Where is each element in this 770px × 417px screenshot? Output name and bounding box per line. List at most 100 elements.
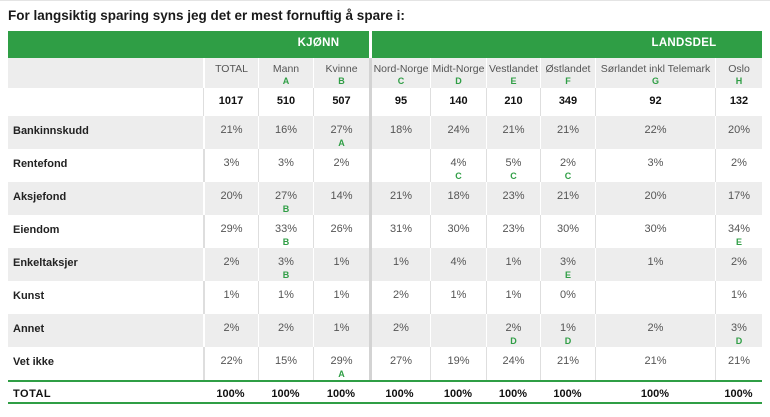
percent-cell	[595, 281, 715, 314]
percent-cell: 0%	[540, 281, 595, 314]
percent-cell: 31%	[369, 215, 430, 248]
sig-letter	[372, 367, 430, 378]
sig-letter	[487, 202, 540, 213]
sig-letter: D	[564, 336, 572, 346]
percent-cell: 15%	[258, 347, 313, 380]
sig-letter	[372, 334, 430, 345]
sig-letter	[716, 169, 762, 180]
sig-letter	[487, 301, 540, 312]
base-cell: 349	[540, 88, 595, 116]
table-row-rentefond: Rentefond 3% 3% 2% 4% C 5% C 2% C 3% 2%	[8, 149, 762, 182]
percent-cell: 2% D	[486, 314, 540, 347]
group-header-landsdel: LANDSDEL	[369, 31, 762, 58]
percent-cell: 24%	[430, 116, 486, 149]
percent-cell: 1%	[313, 281, 369, 314]
table-row-aksjefond: Aksjefond 20% 27% B 14% 21% 18% 23% 21% 2…	[8, 182, 762, 215]
percent-cell: 2%	[313, 149, 369, 182]
row-label: Annet	[8, 314, 203, 347]
column-sig-letter: A	[282, 76, 290, 86]
column-sig-letter: C	[397, 76, 405, 86]
percent-cell: 26%	[313, 215, 369, 248]
percent-cell: 3% E	[540, 248, 595, 281]
sig-letter	[372, 268, 430, 279]
group-header-row: KJØNN LANDSDEL	[8, 31, 762, 58]
percent-cell: 20%	[715, 116, 762, 149]
total-cell: 100%	[715, 380, 762, 404]
sig-letter	[716, 301, 762, 312]
percent-cell: 2%	[715, 149, 762, 182]
percent-cell: 29%	[203, 215, 258, 248]
sig-letter	[205, 334, 258, 345]
sig-letter	[596, 268, 715, 279]
column-header-oslo: Oslo H	[715, 58, 762, 88]
sig-letter	[431, 367, 486, 378]
percent-cell: 20%	[595, 182, 715, 215]
sig-letter	[716, 202, 762, 213]
sig-letter: D	[510, 336, 517, 346]
sig-letter: C	[564, 171, 572, 181]
sig-letter	[259, 334, 313, 345]
sig-letter	[314, 268, 369, 279]
sig-letter	[205, 202, 258, 213]
column-sig-letter: H	[735, 76, 743, 86]
percent-cell: 22%	[595, 116, 715, 149]
percent-cell: 2%	[258, 314, 313, 347]
sig-letter: B	[282, 204, 290, 214]
column-header-ostlandet: Østlandet F	[540, 58, 595, 88]
sig-letter	[596, 169, 715, 180]
base-cell: 140	[430, 88, 486, 116]
percent-cell: 27%	[369, 347, 430, 380]
percent-cell: 1%	[715, 281, 762, 314]
percent-cell: 22%	[203, 347, 258, 380]
sig-letter	[314, 334, 369, 345]
sig-letter: D	[735, 336, 743, 346]
percent-cell: 2%	[203, 314, 258, 347]
sig-letter	[205, 301, 258, 312]
column-sig-letter: G	[651, 76, 659, 86]
sig-letter	[205, 169, 258, 180]
sig-letter	[314, 235, 369, 246]
total-cell: 100%	[540, 380, 595, 404]
percent-cell: 4% C	[430, 149, 486, 182]
sig-letter	[541, 367, 595, 378]
percent-cell: 1%	[595, 248, 715, 281]
sig-letter: A	[338, 138, 345, 148]
sig-letter	[716, 367, 762, 378]
percent-cell: 17%	[715, 182, 762, 215]
percent-cell: 5% C	[486, 149, 540, 182]
sig-letter	[487, 136, 540, 147]
column-sig-letter	[205, 75, 258, 87]
percent-cell: 3%	[203, 149, 258, 182]
percent-cell: 30%	[430, 215, 486, 248]
sig-letter: C	[510, 171, 517, 181]
percent-cell: 27% A	[313, 116, 369, 149]
table-row-kunst: Kunst 1% 1% 1% 2% 1% 1% 0% 1%	[8, 281, 762, 314]
percent-cell: 14%	[313, 182, 369, 215]
percent-cell	[430, 314, 486, 347]
percent-cell: 3% D	[715, 314, 762, 347]
sig-letter	[431, 235, 486, 246]
column-sig-letter: E	[510, 76, 517, 86]
sig-letter	[487, 268, 540, 279]
percent-cell: 23%	[486, 215, 540, 248]
percent-cell: 21%	[595, 347, 715, 380]
sig-letter	[596, 202, 715, 213]
sig-letter	[372, 136, 430, 147]
sig-letter: E	[564, 270, 571, 280]
base-cell: 507	[313, 88, 369, 116]
percent-cell: 30%	[595, 215, 715, 248]
total-row-label: TOTAL	[8, 380, 203, 404]
total-cell: 100%	[258, 380, 313, 404]
sig-letter	[596, 367, 715, 378]
total-cell: 100%	[313, 380, 369, 404]
percent-cell: 1%	[313, 314, 369, 347]
sig-letter: B	[282, 237, 290, 247]
percent-cell: 2%	[203, 248, 258, 281]
percent-cell: 33% B	[258, 215, 313, 248]
row-label: Enkeltaksjer	[8, 248, 203, 281]
percent-cell: 2% C	[540, 149, 595, 182]
crosstab-table: KJØNN LANDSDEL TOTAL Mann A Kvinne B Nord-…	[8, 31, 762, 404]
base-cell: 210	[486, 88, 540, 116]
sig-letter	[205, 235, 258, 246]
percent-cell: 30%	[540, 215, 595, 248]
